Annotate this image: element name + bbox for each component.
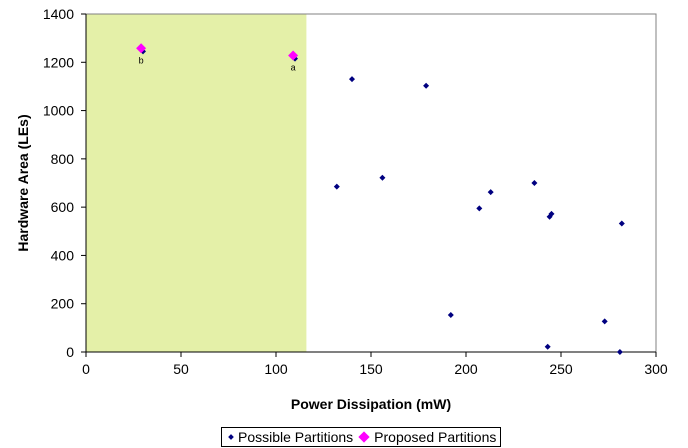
possible-partition-point	[601, 318, 608, 325]
possible-partition-point	[349, 76, 355, 83]
y-tick-label: 0	[66, 344, 74, 360]
possible-partition-point	[618, 220, 625, 227]
points-layer: ba	[136, 43, 625, 355]
legend-item-proposed: Proposed Partitions	[357, 428, 496, 446]
proposed-partition-point	[136, 43, 147, 54]
x-tick-label: 200	[454, 361, 478, 377]
y-tick-label: 200	[51, 296, 75, 312]
x-axis-title: Power Dissipation (mW)	[291, 396, 451, 412]
x-tick-label: 150	[359, 361, 383, 377]
x-tick-label: 50	[173, 361, 189, 377]
legend-item-possible: Possible Partitions	[226, 428, 353, 446]
possible-partition-point	[531, 180, 538, 186]
possible-partition-point	[476, 205, 483, 212]
y-tick-label: 1200	[43, 54, 74, 70]
possible-partition-point	[487, 189, 494, 196]
possible-partition-point	[333, 183, 340, 190]
point-label: a	[291, 63, 296, 73]
shaded-region-layer	[86, 14, 307, 352]
chart-legend: Possible Partitions Proposed Partitions	[221, 427, 502, 447]
x-tick-label: 250	[549, 361, 573, 377]
diamond-marker-icon	[228, 434, 234, 440]
possible-partition-point	[447, 312, 454, 319]
y-tick-label: 1400	[43, 6, 74, 22]
x-tick-label: 0	[82, 361, 90, 377]
legend-label-proposed: Proposed Partitions	[374, 429, 497, 445]
proposed-partition-point	[288, 50, 299, 61]
x-tick-label: 300	[644, 361, 668, 377]
y-tick-label: 600	[51, 199, 75, 215]
possible-partition-point	[616, 349, 623, 355]
y-axis-title: Hardware Area (LEs)	[15, 114, 31, 251]
y-tick-label: 800	[51, 151, 75, 167]
possible-partition-point	[423, 82, 430, 89]
x-tick-label: 100	[264, 361, 288, 377]
possible-partition-point	[379, 174, 386, 181]
possible-partition-point	[544, 343, 551, 350]
possible-partition-point	[546, 213, 553, 220]
y-tick-label: 1000	[43, 103, 74, 119]
diamond-marker-icon	[358, 431, 370, 443]
shaded-region	[86, 14, 307, 352]
axes-layer: 0 50 100 150 200 250 300 0 200 400 600 800 1000 1200 1…	[43, 6, 668, 377]
legend-label-possible: Possible Partitions	[238, 429, 354, 445]
y-tick-label: 400	[51, 247, 75, 263]
point-label: b	[139, 55, 144, 65]
